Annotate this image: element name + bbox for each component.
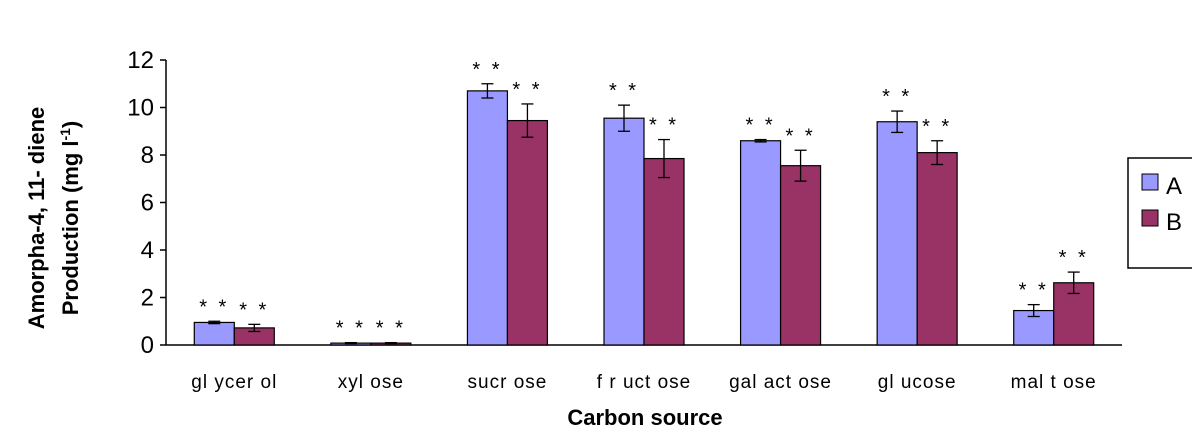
legend-label-b: B <box>1166 209 1182 236</box>
y-tick-label: 6 <box>141 190 154 217</box>
category-label: gal act ose <box>729 372 832 393</box>
bar <box>466 90 509 346</box>
bar <box>876 121 918 346</box>
category-label: xyl ose <box>338 372 404 393</box>
y-tick-label: 0 <box>141 332 154 359</box>
legend-swatch-a <box>1141 173 1159 191</box>
legend-box <box>1127 157 1192 269</box>
y-tick-label: 10 <box>127 95 154 122</box>
significance-label: * * <box>746 115 776 137</box>
bar <box>779 165 822 346</box>
legend: A B <box>1127 157 1192 269</box>
significance-label: * * <box>472 59 502 81</box>
significance-label: * * <box>1019 280 1049 302</box>
y-axis-title-line2: Production (mg l-1) <box>57 121 83 316</box>
y-axis-title: Amorpha-4, 11- diene Production (mg l-1) <box>24 107 83 330</box>
significance-label: * * <box>882 86 912 108</box>
y-axis-title-suffix: ) <box>58 121 83 128</box>
y-axis-title-prefix: Production (mg l <box>58 141 83 316</box>
bar <box>739 140 782 346</box>
significance-label: * * <box>786 125 816 147</box>
category-label: sucr ose <box>468 372 548 393</box>
y-tick-label: 4 <box>141 237 154 264</box>
x-axis-title: Carbon source <box>567 405 722 430</box>
category-label: f r uct ose <box>597 372 691 393</box>
significance-label: * * <box>1059 247 1089 269</box>
y-tick-label: 2 <box>141 285 154 312</box>
category-label: mal t ose <box>1011 372 1097 393</box>
y-tick-label: 8 <box>141 142 154 169</box>
bar <box>916 152 958 346</box>
bar <box>506 119 549 346</box>
category-label: gl ucose <box>878 372 957 393</box>
bar <box>603 117 645 346</box>
bar <box>193 321 235 346</box>
significance-label: * * <box>376 318 406 340</box>
bar <box>643 157 685 346</box>
category-labels: gl ycer ol xyl ose sucr ose f r uct ose gal … <box>191 372 1097 393</box>
legend-swatch-b <box>1141 209 1159 227</box>
y-axis-title-line1: Amorpha-4, 11- diene <box>24 107 49 330</box>
significance-label: * * <box>199 296 229 318</box>
category-label: gl ycer ol <box>191 372 277 393</box>
y-tick-label: 12 <box>127 47 154 74</box>
significance-label: * * <box>239 299 269 321</box>
y-axis-title-sup: -1 <box>57 128 73 141</box>
significance-label: * * <box>609 80 639 102</box>
significance-label: * * <box>649 115 679 137</box>
significance-label: * * <box>512 79 542 101</box>
bars: * * * * * * * * * * * * * * * * * * * * * * * * * * *… <box>193 59 1095 346</box>
significance-label: * * <box>336 318 366 340</box>
significance-label: * * <box>922 116 952 138</box>
legend-label-a: A <box>1166 173 1182 200</box>
